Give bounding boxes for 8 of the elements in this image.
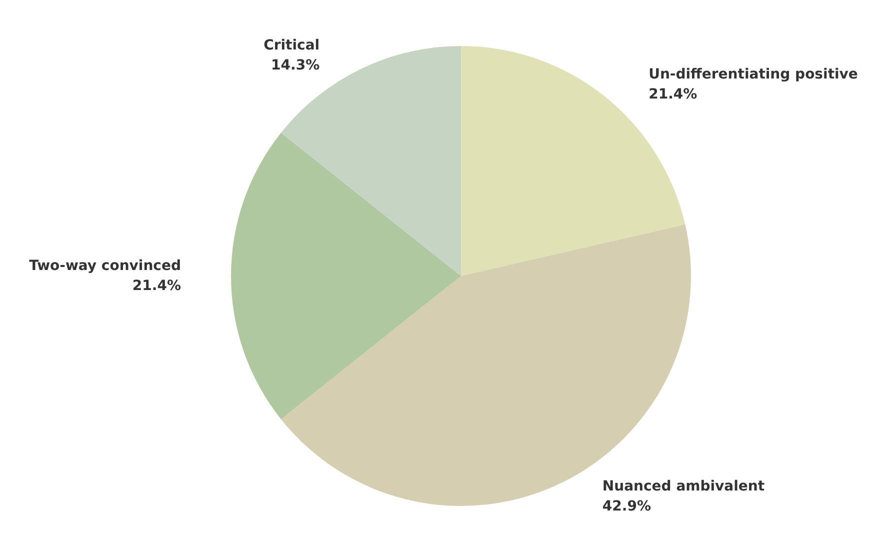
slice-label: Nuanced ambivalent	[602, 478, 765, 495]
slice-label: Two-way convinced	[29, 258, 181, 274]
slice-label: Critical	[264, 37, 320, 54]
slice-label: Un-differentiating positive	[648, 66, 858, 82]
data-label: 14.3%	[271, 57, 320, 74]
data-label: 42.9%	[602, 498, 651, 515]
data-label: 21.4%	[132, 278, 181, 294]
data-label: 21.4%	[648, 86, 698, 102]
